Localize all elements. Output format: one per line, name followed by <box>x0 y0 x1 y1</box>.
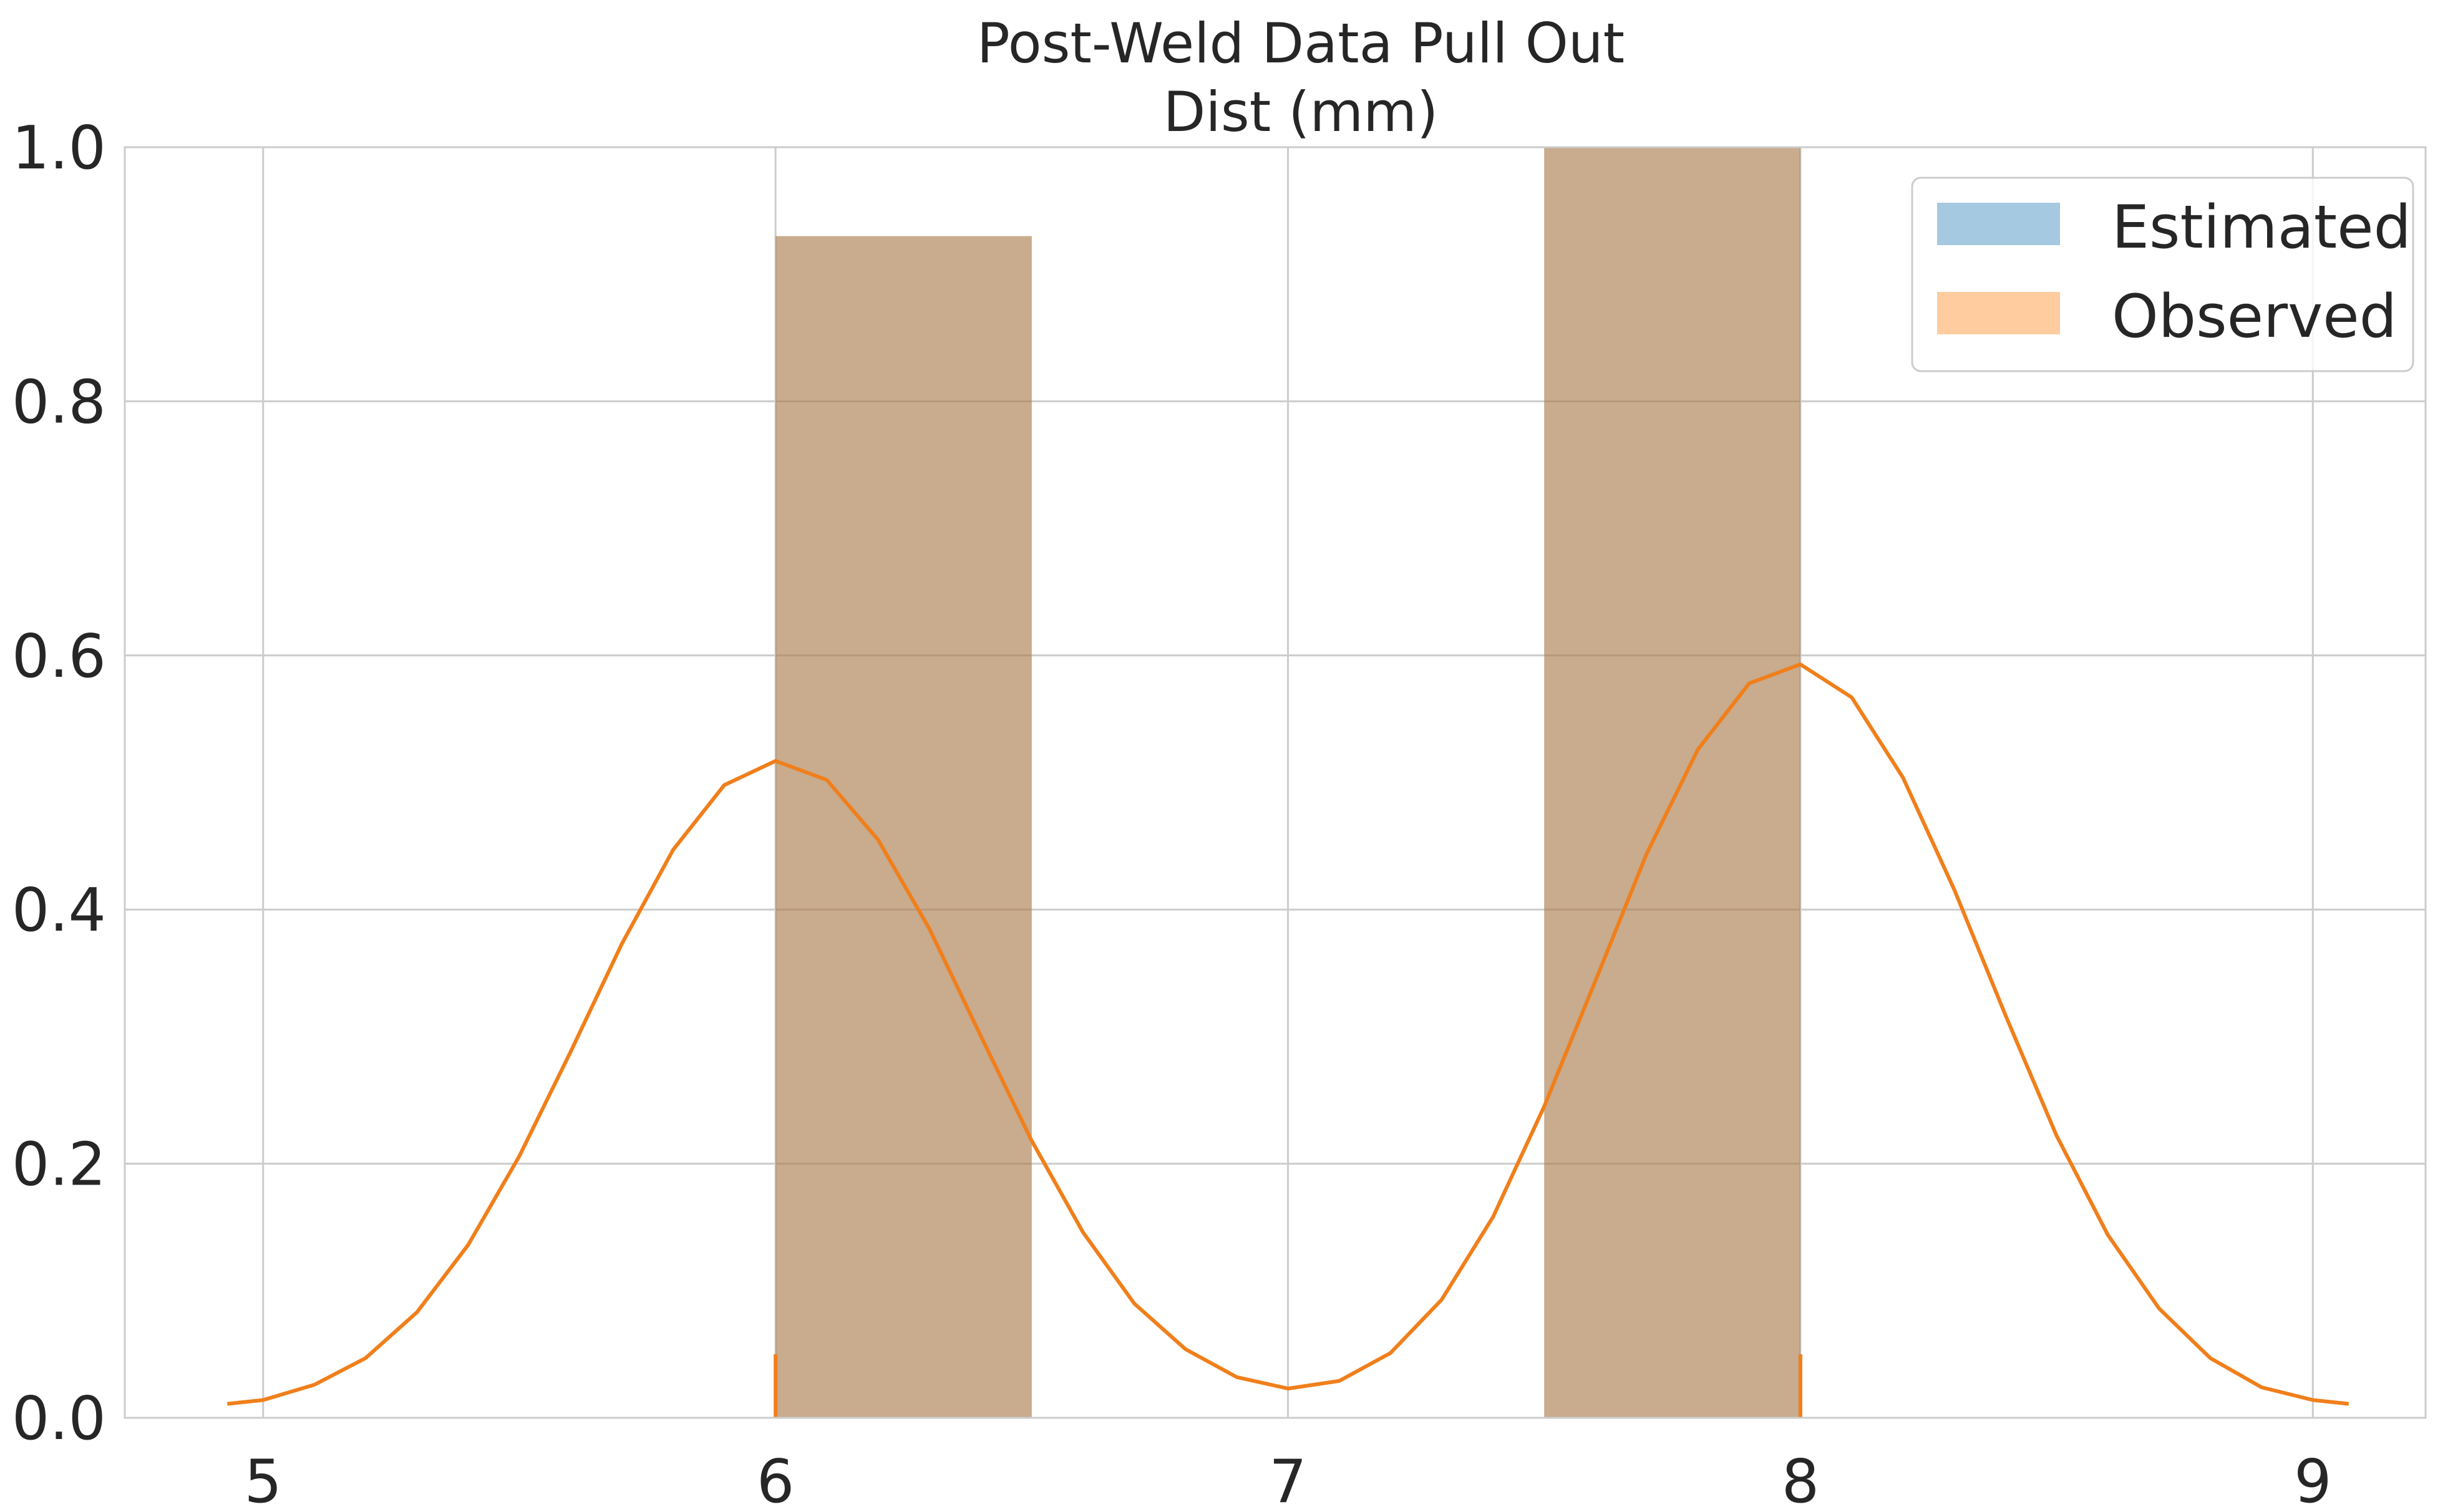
x-tick-labels: 5 6 7 8 9 <box>245 1448 2332 1512</box>
legend-swatch-estimated <box>1937 203 2060 245</box>
legend-box <box>1911 177 2414 372</box>
y-tick-label-0.6: 0.6 <box>12 623 106 691</box>
plot-frame <box>124 146 2427 1419</box>
chart-title-line-1: Post-Weld Data Pull Out <box>977 11 1625 75</box>
legend-label-estimated: Estimated <box>2112 193 2411 262</box>
x-tick-label-9: 9 <box>2294 1448 2331 1512</box>
histogram-bars <box>775 147 1800 1418</box>
legend-swatch-observed <box>1937 292 2060 334</box>
bar-estimated-0 <box>775 236 1032 1418</box>
y-tick-label-0.4: 0.4 <box>12 876 106 945</box>
x-tick-label-6: 6 <box>757 1448 794 1512</box>
y-tick-labels: 0.0 0.2 0.4 0.6 0.8 1.0 <box>12 114 106 1453</box>
bar-estimated-3 <box>1544 147 1800 1418</box>
legend-label-observed: Observed <box>2112 283 2397 351</box>
rug-marks <box>774 1354 1802 1418</box>
x-tick-label-7: 7 <box>1269 1448 1306 1512</box>
kde-curve <box>226 662 2349 1406</box>
kde-curve-group <box>226 662 2349 1406</box>
bar-observed-0 <box>775 236 1032 1418</box>
y-tick-label-0.8: 0.8 <box>12 368 106 437</box>
y-tick-label-0.0: 0.0 <box>12 1385 106 1453</box>
bar-observed-3 <box>1544 147 1800 1418</box>
x-tick-label-5: 5 <box>245 1448 282 1512</box>
x-tick-label-8: 8 <box>1782 1448 1819 1512</box>
legend: Estimated Observed <box>1911 177 2414 372</box>
y-tick-label-1.0: 1.0 <box>12 114 106 183</box>
chart-title-line-2: Dist (mm) <box>1163 80 1439 144</box>
y-tick-label-0.2: 0.2 <box>12 1131 106 1199</box>
